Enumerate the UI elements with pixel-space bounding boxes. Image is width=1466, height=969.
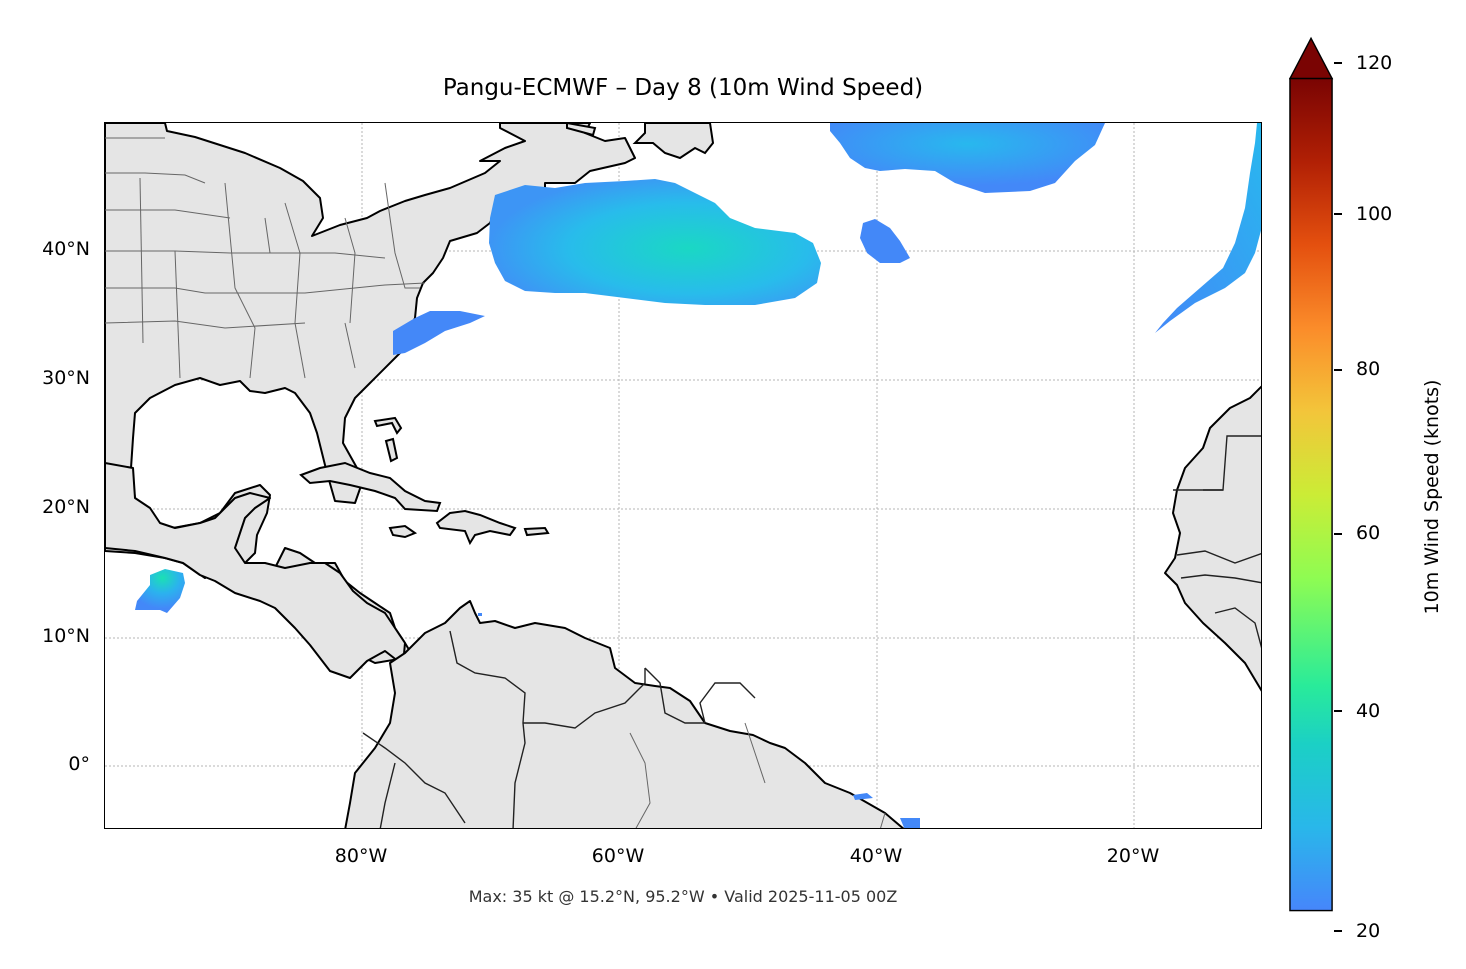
- island-bahamas: [373, 416, 403, 463]
- y-tick-40n: 40°N: [42, 238, 90, 260]
- island-cuba: [299, 461, 442, 513]
- land-central-america: [105, 462, 406, 679]
- colorbar-extend-arrow: [1289, 36, 1334, 80]
- x-tick-40w: 40°W: [849, 845, 903, 867]
- cb-label-60: 60: [1356, 522, 1381, 544]
- wind-region-nw-atlantic: [489, 179, 821, 305]
- cb-tick-60: [1334, 533, 1342, 535]
- max-wind-annotation: Max: 35 kt @ 15.2°N, 95.2°W • Valid 2025…: [468, 887, 898, 906]
- land-newfoundland: [632, 123, 715, 160]
- cb-label-100: 100: [1356, 203, 1393, 225]
- island-jamaica: [388, 524, 418, 539]
- cb-label-40: 40: [1356, 700, 1381, 722]
- map-canvas: [105, 123, 1261, 828]
- cb-label-20: 20: [1356, 920, 1381, 942]
- cb-tick-40: [1334, 710, 1342, 712]
- colorbar: [1289, 36, 1334, 912]
- cb-label-120: 120: [1356, 52, 1393, 74]
- chart-title: Pangu-ECMWF – Day 8 (10m Wind Speed): [442, 75, 924, 101]
- us-state-borders: [105, 137, 426, 379]
- x-tick-20w: 20°W: [1106, 845, 1160, 867]
- wind-region-north-atlantic: [830, 123, 1105, 193]
- x-tick-80w: 80°W: [334, 845, 388, 867]
- land-south-america: [344, 600, 905, 828]
- island-puerto-rico: [523, 526, 550, 537]
- wind-region-tehuantepec: [135, 569, 185, 613]
- wind-region-ne-brazil: [853, 793, 920, 828]
- y-tick-30n: 30°N: [42, 367, 90, 389]
- x-tick-60w: 60°W: [591, 845, 645, 867]
- country-borders: [362, 630, 756, 828]
- cb-tick-20: [1334, 930, 1342, 932]
- land-africa: [1164, 385, 1261, 692]
- y-tick-20n: 20°N: [42, 496, 90, 518]
- colorbar-title: 10m Wind Speed (knots): [1421, 379, 1443, 615]
- island-pei: [566, 123, 597, 137]
- cb-tick-120: [1334, 62, 1342, 64]
- wind-region-eastern-atlantic: [1155, 123, 1261, 333]
- y-tick-0: 0°: [68, 753, 90, 775]
- cb-label-80: 80: [1356, 358, 1381, 380]
- map-plot-area[interactable]: [104, 122, 1262, 829]
- state-borders: [629, 722, 886, 828]
- wind-speed-field: [135, 123, 1261, 828]
- africa-borders: [1173, 435, 1261, 649]
- wind-region-venezuela-speck: [478, 613, 482, 616]
- wind-region-carolinas: [393, 311, 485, 355]
- y-tick-10n: 10°N: [42, 625, 90, 647]
- wind-region-small-cell: [860, 219, 910, 263]
- island-hispaniola: [435, 509, 517, 546]
- cb-tick-80: [1334, 369, 1342, 371]
- cb-tick-100: [1334, 213, 1342, 215]
